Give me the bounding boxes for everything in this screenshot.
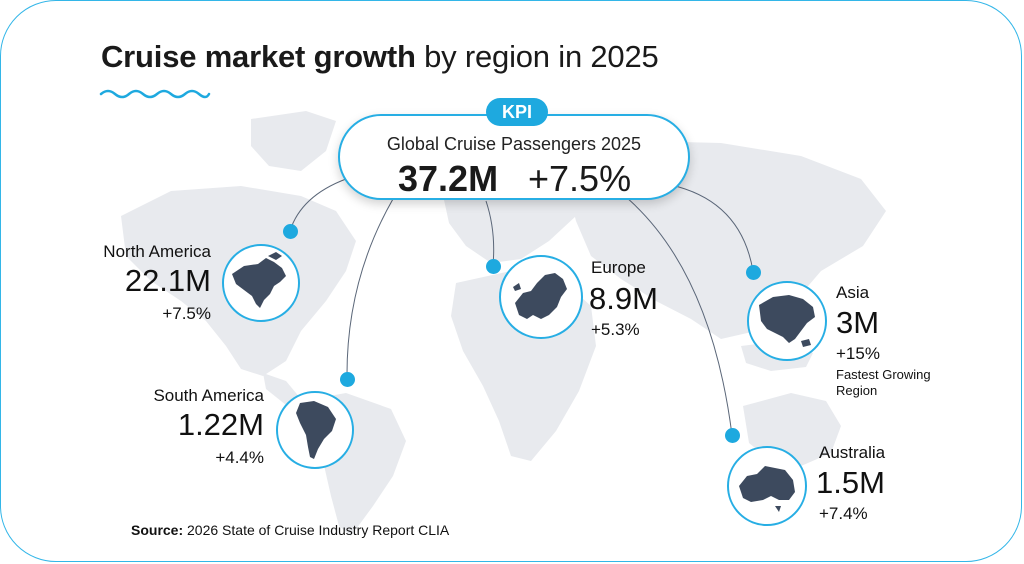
- source-label: Source:: [131, 522, 184, 538]
- title-bold: Cruise market growth: [101, 39, 416, 74]
- north-america-growth: +7.5%: [162, 304, 211, 323]
- kpi-card: Global Cruise Passengers 2025 37.2M +7.5…: [338, 114, 690, 200]
- south-america-name: South America: [153, 386, 264, 405]
- connector-australia: [625, 196, 733, 436]
- north-america-name: North America: [103, 242, 211, 261]
- australia-marker: [725, 428, 740, 443]
- connector-asia: [670, 184, 754, 272]
- kpi-label: Global Cruise Passengers 2025: [386, 134, 642, 154]
- kpi-value: 37.2M: [398, 158, 499, 199]
- asia-name: Asia: [836, 283, 870, 302]
- north-america-marker: [283, 224, 298, 239]
- south-america-growth: +4.4%: [215, 448, 264, 467]
- europe-marker: [486, 259, 501, 274]
- north-america-value: 22.1M: [124, 263, 211, 298]
- page-title: Cruise market growth by region in 2025: [101, 39, 659, 75]
- asia-marker: [746, 265, 761, 280]
- kpi-badge: KPI: [486, 98, 548, 126]
- australia-icon: [727, 446, 807, 526]
- north-america-icon: [222, 244, 300, 322]
- title-wave-underline: [99, 89, 211, 99]
- source-text: 2026 State of Cruise Industry Report CLI…: [183, 522, 450, 538]
- south-america-value: 1.22M: [177, 407, 264, 442]
- europe-name: Europe: [591, 258, 646, 277]
- south-america-icon: [276, 391, 354, 469]
- europe-icon: [499, 255, 583, 339]
- australia-value: 1.5M: [816, 465, 885, 500]
- asia-note: Fastest Growing Region: [836, 367, 931, 398]
- connector-europe: [485, 200, 495, 266]
- source-citation: Source: 2026 State of Cruise Industry Re…: [131, 522, 449, 538]
- europe-value: 8.9M: [589, 281, 658, 316]
- connector-south-america: [346, 198, 394, 380]
- australia-name: Australia: [819, 443, 886, 462]
- asia-icon: [747, 281, 827, 361]
- asia-value: 3M: [836, 305, 880, 340]
- south-america-marker: [340, 372, 355, 387]
- title-rest: by region in 2025: [415, 39, 659, 74]
- kpi-growth: +7.5%: [528, 158, 632, 199]
- connector-north-america: [289, 178, 347, 232]
- australia-growth: +7.4%: [819, 504, 868, 523]
- europe-growth: +5.3%: [591, 320, 640, 339]
- asia-growth: +15%: [836, 344, 880, 363]
